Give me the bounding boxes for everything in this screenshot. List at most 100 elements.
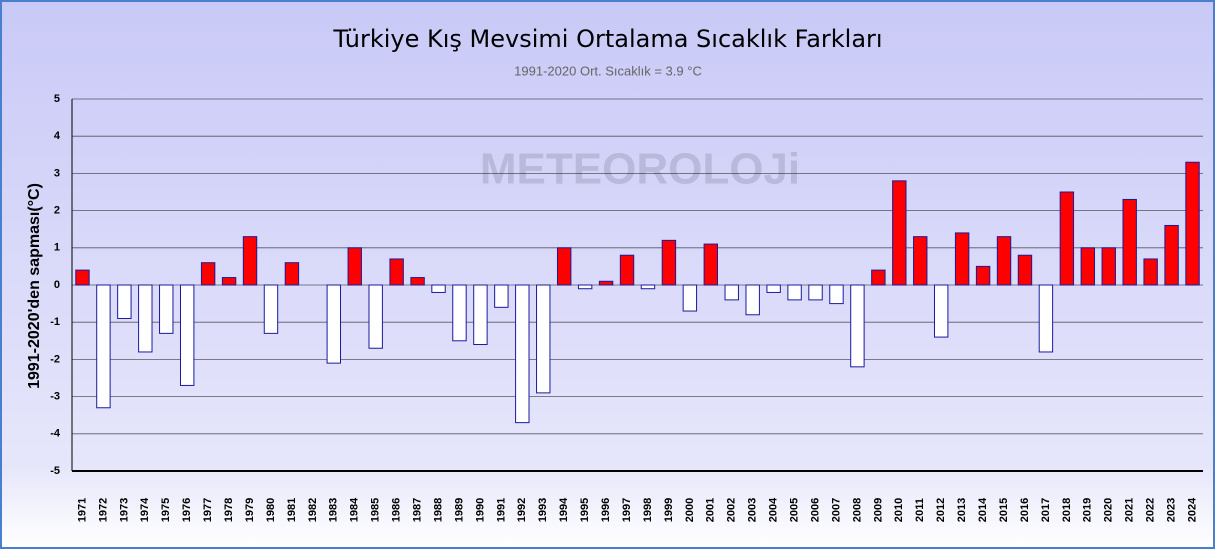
bar <box>682 284 698 312</box>
x-tick-label: 1988 <box>432 498 444 522</box>
bar <box>1185 161 1200 286</box>
subtitle: 1991-2020 Ort. Sıcaklık = 3.9 °C <box>514 63 702 78</box>
x-tick-label: 1982 <box>307 498 319 522</box>
y-tick-label: -3 <box>50 391 60 403</box>
bar <box>536 284 551 394</box>
bar <box>724 284 739 301</box>
x-tick-label: 2006 <box>809 498 821 522</box>
bar <box>200 262 216 286</box>
bar <box>829 284 844 305</box>
x-tick-label: 2023 <box>1165 498 1177 522</box>
y-tick-label: 4 <box>54 130 61 142</box>
bar <box>389 258 404 286</box>
x-tick-label: 2019 <box>1082 498 1094 522</box>
y-tick-label: -4 <box>50 428 61 440</box>
bar <box>1017 254 1033 286</box>
bar <box>515 284 530 424</box>
x-tick-label: 2022 <box>1145 498 1157 522</box>
bar <box>1038 284 1054 353</box>
x-tick-label: 2021 <box>1124 498 1136 522</box>
y-tick-label: 1 <box>54 242 60 254</box>
x-tick-label: 2002 <box>726 498 738 522</box>
bar <box>556 247 572 286</box>
x-tick-label: 1986 <box>391 498 403 522</box>
x-tick-label: 2014 <box>977 497 989 522</box>
x-tick-label: 1971 <box>76 498 88 522</box>
bar <box>577 284 593 290</box>
bar <box>661 239 677 286</box>
bar <box>1080 247 1096 286</box>
x-tick-label: 1975 <box>160 498 172 522</box>
bar <box>745 284 760 316</box>
bar <box>892 180 907 286</box>
bar <box>1122 198 1137 286</box>
x-tick-label: 1976 <box>181 498 193 522</box>
x-tick-label: 1998 <box>642 498 654 522</box>
x-tick-label: 1989 <box>453 498 465 522</box>
bar <box>766 284 781 293</box>
y-tick-label: 5 <box>54 93 60 105</box>
bar <box>850 284 865 368</box>
bar <box>242 236 258 286</box>
x-tick-label: 2008 <box>851 498 863 522</box>
x-tick-label: 2017 <box>1040 498 1052 522</box>
bar <box>179 284 195 386</box>
bar <box>96 284 111 409</box>
bar <box>913 236 928 286</box>
bar <box>117 284 132 319</box>
x-tick-label: 1999 <box>663 498 675 522</box>
bar <box>347 247 362 286</box>
x-tick-label: 2024 <box>1186 497 1198 522</box>
bar <box>598 280 614 286</box>
y-tick-label: -1 <box>50 316 60 328</box>
bar <box>787 284 802 301</box>
bar <box>75 269 90 286</box>
x-tick-label: 1974 <box>139 497 151 522</box>
bar <box>1059 191 1075 286</box>
x-tick-label: 1978 <box>223 498 235 522</box>
bar <box>138 284 153 353</box>
x-tick-label: 1987 <box>411 498 423 522</box>
bar <box>996 236 1012 286</box>
x-tick-label: 1984 <box>349 497 361 522</box>
x-tick-label: 1992 <box>516 498 528 522</box>
x-tick-label: 2011 <box>914 498 926 522</box>
bar <box>703 243 719 286</box>
bar <box>284 262 300 286</box>
x-tick-label: 2005 <box>788 498 800 522</box>
chart-title: Türkiye Kış Mevsimi Ortalama Sıcaklık Fa… <box>332 25 882 53</box>
x-tick-label: 2012 <box>935 498 947 522</box>
x-tick-label: 2016 <box>1019 498 1031 522</box>
x-tick-label: 2004 <box>768 497 780 522</box>
bar <box>452 284 467 342</box>
x-tick-label: 2020 <box>1103 498 1115 522</box>
x-tick-label: 1994 <box>558 497 570 522</box>
y-tick-label: -5 <box>50 465 60 477</box>
x-tick-label: 1983 <box>328 498 340 522</box>
bar <box>1164 224 1179 286</box>
bar <box>263 284 279 334</box>
x-tick-label: 2009 <box>872 498 884 522</box>
bar <box>494 284 509 308</box>
bar <box>1101 247 1116 286</box>
y-axis-label: 1991-2020'den sapması(°C) <box>26 183 43 389</box>
x-tick-label: 2015 <box>998 498 1010 522</box>
y-tick-label: 2 <box>54 205 60 217</box>
bar <box>954 232 970 286</box>
x-tick-label: 2000 <box>684 498 696 522</box>
bar <box>640 284 656 290</box>
x-tick-label: 2003 <box>747 498 759 522</box>
bar <box>1143 258 1158 286</box>
x-tick-label: 1977 <box>202 498 214 522</box>
x-tick-label: 2001 <box>705 498 717 522</box>
bar <box>159 284 174 334</box>
bar <box>368 284 383 349</box>
x-tick-label: 1979 <box>244 498 256 522</box>
x-tick-label: 2007 <box>830 498 842 522</box>
bar <box>473 284 488 346</box>
y-tick-label: 3 <box>54 167 60 179</box>
x-tick-label: 1991 <box>495 498 507 522</box>
x-tick-label: 1993 <box>537 498 549 522</box>
x-tick-label: 1985 <box>370 498 382 522</box>
y-tick-label: -2 <box>50 353 60 365</box>
